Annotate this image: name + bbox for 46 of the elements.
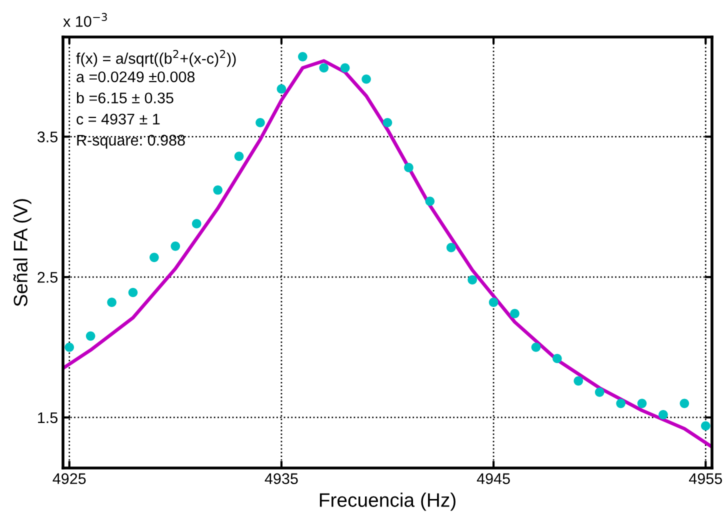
point	[192, 219, 202, 228]
annotation: f(x) = a/sqrt((b$^{2}$+(x-c)$^{2}$))	[76, 50, 236, 67]
annotation: a =0.0249 ±0.008	[76, 71, 195, 82]
annotation: c = 4937 ± 1	[76, 114, 160, 125]
y-tick-label: 3.5	[37, 132, 58, 142]
point	[488, 298, 498, 307]
point	[658, 410, 668, 420]
x-tick-label: 4945	[476, 473, 510, 484]
point	[86, 331, 96, 341]
point	[298, 52, 308, 62]
point	[680, 398, 690, 408]
annotation: R-square: 0.988	[77, 134, 185, 149]
point	[616, 398, 626, 408]
y-axis-title: Señal FA (V)	[13, 199, 32, 306]
point	[256, 118, 265, 128]
point	[213, 185, 222, 195]
y-tick-label: 2.5	[38, 272, 58, 283]
point	[319, 63, 329, 73]
point	[637, 398, 647, 408]
x-axis-title: Frecuencia (Hz)	[320, 492, 456, 511]
point	[362, 74, 371, 84]
x-tick-label: 4955	[688, 473, 722, 484]
point	[425, 196, 435, 206]
point	[574, 376, 584, 386]
text: x 10$^{−3}$	[63, 12, 107, 27]
point	[64, 342, 74, 352]
point	[170, 242, 180, 251]
point	[128, 288, 138, 298]
point	[446, 242, 456, 252]
point	[276, 84, 286, 94]
point	[594, 388, 604, 397]
point	[510, 308, 520, 318]
annotation: b =6.15 ± 0.35	[76, 92, 174, 104]
x-tick-label: 4935	[264, 473, 298, 484]
point	[234, 152, 244, 161]
x-tick-label: 4925	[52, 473, 86, 484]
point	[700, 421, 710, 431]
point	[552, 354, 562, 364]
point	[468, 275, 477, 285]
point	[340, 63, 350, 73]
point	[382, 118, 392, 128]
point	[531, 342, 541, 352]
point	[150, 252, 159, 262]
point	[404, 162, 414, 172]
y-tick-label: 1.5	[38, 412, 58, 424]
point	[107, 298, 116, 307]
